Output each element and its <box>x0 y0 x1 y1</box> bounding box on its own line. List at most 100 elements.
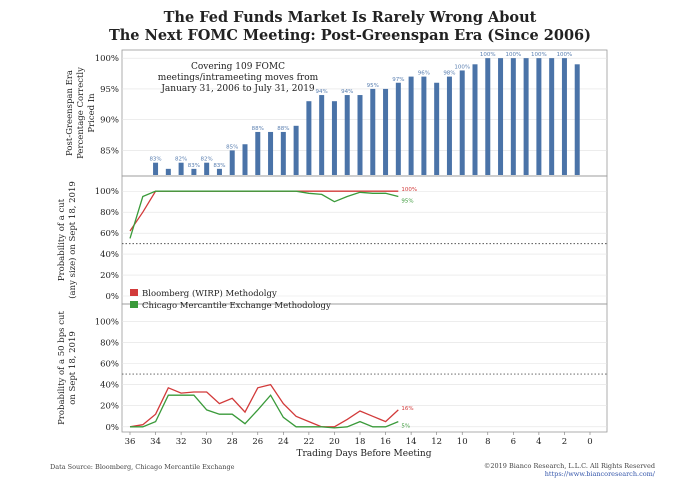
bar <box>561 58 567 175</box>
x-tick-label: 20 <box>329 437 340 447</box>
annotation-line-2: meetings/intrameeting moves from <box>158 73 319 83</box>
middle-y-axis-title: Probability of a cut (any size) on Sept … <box>57 181 78 299</box>
mid-y-tick-label: 40% <box>100 250 119 260</box>
mid-y-tick-label: 0% <box>106 292 120 302</box>
bar-panel: 85%90%95%100%83% 82%83%82%83%85%88% 88%94%… <box>95 52 607 175</box>
panel-middle-frame <box>121 175 608 305</box>
chart-title-line-2: The Next FOMC Meeting: Post-Greenspan Er… <box>108 27 592 44</box>
x-tick-label: 30 <box>201 437 212 447</box>
copyright-text: ©2019 Bianco Research, L.L.C. All Rights… <box>483 462 655 470</box>
bar <box>293 125 299 175</box>
data-source-note: Data Source: Bloomberg, Chicago Mercanti… <box>50 463 235 471</box>
bottom-y-title-line-2: on Sept 18, 2019 <box>68 331 78 405</box>
bar <box>574 64 580 175</box>
x-tick-label: 2 <box>562 437 567 447</box>
bar <box>459 70 465 175</box>
bar-data-label: 85% <box>226 144 238 150</box>
bottom-y-axis-title: Probability of a 50 bps cut on Sept 18, … <box>57 311 78 425</box>
x-tick-label: 34 <box>150 437 161 447</box>
annotation-line-3: January 31, 2006 to July 31, 2019 <box>160 84 315 94</box>
bar-data-label: 100% <box>531 52 547 58</box>
x-tick-label: 0 <box>587 437 592 447</box>
bar <box>319 95 325 175</box>
bar-data-label: 100% <box>557 52 573 58</box>
x-tick-label: 16 <box>380 437 391 447</box>
bottom-series-cme-line <box>130 394 399 429</box>
mid-y-tick-label: 80% <box>100 208 119 218</box>
bar <box>498 58 504 175</box>
x-tick-label: 4 <box>536 437 541 447</box>
bar-data-label: 100% <box>454 64 470 70</box>
mid-series-cme-line <box>129 190 399 239</box>
bottom-y-tick-label: 60% <box>100 360 119 370</box>
copyright-note: ©2019 Bianco Research, L.L.C. All Rights… <box>484 462 655 478</box>
top-y-title-line-3: Priced In <box>87 93 97 133</box>
bar <box>434 82 440 175</box>
bar-data-label: 94% <box>316 89 328 95</box>
bottom-y-tick-label: 20% <box>100 402 119 412</box>
x-axis-title: Trading Days Before Meeting <box>297 449 432 459</box>
bar <box>357 95 363 175</box>
x-tick-label: 28 <box>227 437 238 447</box>
x-tick-label: 8 <box>485 437 490 447</box>
bar-data-label: 95% <box>367 83 379 89</box>
bar-data-label: 82% <box>201 157 213 163</box>
top-y-axis-title: Post-Greenspan Era Percentage Correctly … <box>65 67 97 159</box>
bar <box>165 168 171 175</box>
bar-data-label: 98% <box>443 71 455 77</box>
legend-swatch-cme <box>130 301 138 308</box>
bar-data-label: 83% <box>188 163 200 169</box>
bar <box>408 76 414 175</box>
bar-data-label: 88% <box>252 126 264 132</box>
middle-y-title-line-1: Probability of a cut <box>57 198 67 281</box>
mid-series-bloomberg-end-label: 100% <box>401 187 417 193</box>
bar-data-label: 94% <box>341 89 353 95</box>
mid-series-bloomberg-line <box>129 190 399 232</box>
top-y-title-line-1: Post-Greenspan Era <box>65 70 75 156</box>
top-y-tick-label: 95% <box>100 85 119 95</box>
bottom-y-tick-label: 100% <box>95 317 119 327</box>
legend-label-cme: Chicago Mercantile Exchange Methodology <box>142 301 331 311</box>
bar <box>421 76 427 175</box>
bar <box>446 76 452 175</box>
bar-data-label: 83% <box>149 157 161 163</box>
middle-y-title-line-2: (any size) on Sept 18, 2019 <box>67 181 78 299</box>
bar-data-label: 97% <box>392 77 404 83</box>
bar <box>178 162 184 175</box>
x-tick-label: 14 <box>406 437 417 447</box>
bar <box>395 82 401 175</box>
x-tick-label: 24 <box>278 437 289 447</box>
x-tick-label: 22 <box>303 437 314 447</box>
bottom-y-tick-label: 40% <box>100 381 119 391</box>
legend-label-bloomberg: Bloomberg (WIRP) Methodolgy <box>142 288 277 299</box>
bar <box>268 131 274 175</box>
top-y-tick-label: 85% <box>100 146 119 156</box>
bar <box>229 150 235 175</box>
source-url-link[interactable]: https://www.biancoresearch.com/ <box>544 470 655 478</box>
bar <box>216 168 222 175</box>
x-tick-label: 6 <box>511 437 516 447</box>
bar <box>306 101 312 175</box>
bottom-series-cme-end-label: 5% <box>401 424 410 430</box>
mid-y-tick-label: 100% <box>95 187 119 197</box>
bar <box>510 58 516 175</box>
bar-data-label: 82% <box>175 157 187 163</box>
x-tick-label: 10 <box>457 437 468 447</box>
bar <box>153 162 159 175</box>
legend-swatch-bloomberg <box>130 289 138 296</box>
bar <box>204 162 210 175</box>
x-tick-label: 36 <box>125 437 136 447</box>
bar <box>370 88 376 175</box>
bar <box>255 131 261 175</box>
annotation-line-1: Covering 109 FOMC <box>191 62 285 72</box>
bar-data-label: 100% <box>480 52 496 58</box>
mid-y-tick-label: 20% <box>100 271 119 281</box>
chart-title-line-1: The Fed Funds Market Is Rarely Wrong Abo… <box>163 9 537 26</box>
top-y-tick-label: 90% <box>100 116 119 126</box>
top-y-tick-label: 100% <box>95 54 119 64</box>
bar <box>485 58 491 175</box>
bottom-y-title-line-1: Probability of a 50 bps cut <box>57 311 67 425</box>
bottom-series-bloomberg-end-label: 16% <box>401 406 413 412</box>
mid-series-cme-end-label: 95% <box>401 198 413 204</box>
